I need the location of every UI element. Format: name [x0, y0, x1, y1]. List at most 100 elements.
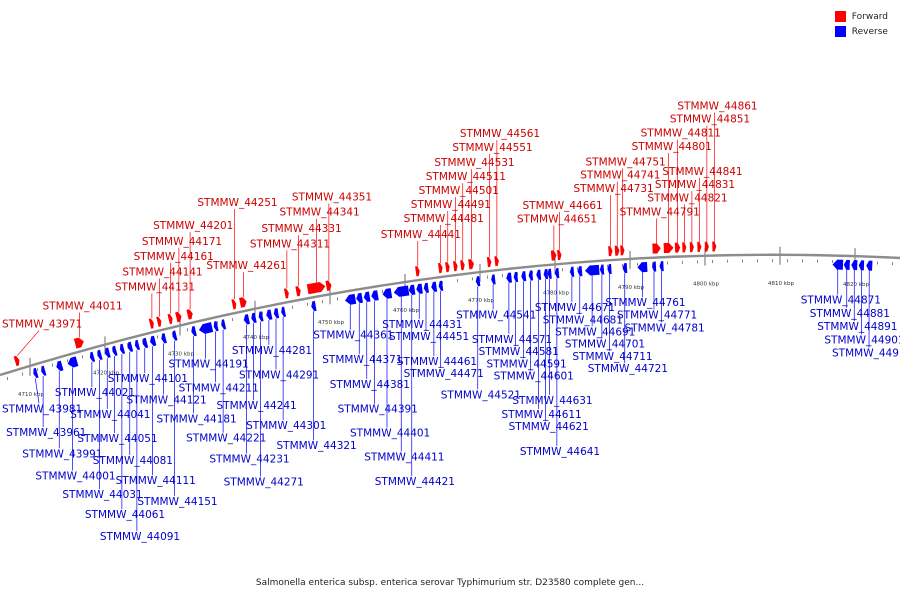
reverse-gene-arrow: [172, 330, 178, 341]
forward-gene-label: STMMW_44731: [574, 183, 654, 195]
reverse-gene-arrow: [622, 263, 628, 274]
reverse-gene-label: STMMW_44701: [565, 339, 645, 351]
reverse-gene-label: STMMW_43961: [6, 427, 86, 439]
reverse-gene-arrow: [832, 259, 844, 270]
reverse-gene-label: STMMW_44081: [93, 455, 173, 467]
axis-tick-label: 4820 kbp: [843, 282, 869, 288]
axis-tick-label: 4740 kbp: [243, 335, 269, 341]
forward-gene-arrow: [437, 263, 443, 274]
reverse-gene-arrow: [543, 268, 549, 280]
forward-gene-arrow: [231, 299, 237, 310]
reverse-gene-label: STMMW_44041: [70, 409, 150, 421]
forward-gene-label: STMMW_44791: [620, 206, 700, 218]
reverse-gene-label: STMMW_44691: [555, 326, 635, 338]
forward-gene-arrow: [175, 311, 182, 323]
genome-backbone: [0, 253, 900, 377]
reverse-gene-label: STMMW_44361: [313, 330, 393, 342]
legend-reverse-label: Reverse: [851, 26, 888, 37]
reverse-gene-arrow: [438, 280, 444, 291]
forward-gene-label: STMMW_44491: [411, 199, 491, 211]
reverse-gene-arrow: [843, 259, 850, 270]
reverse-gene-arrow: [513, 271, 519, 283]
forward-gene-arrow: [682, 242, 687, 253]
reverse-gene-label: STMMW_44771: [617, 310, 697, 322]
reverse-gene-label: STMMW_44181: [157, 413, 237, 425]
reverse-gene-arrow: [134, 339, 141, 351]
forward-gene-label: STMMW_44141: [122, 267, 202, 279]
reverse-gene-arrow: [599, 264, 605, 275]
axis-tick-label: 4760 kbp: [393, 308, 419, 314]
reverse-gene-arrow: [536, 269, 542, 280]
reverse-gene-arrow: [266, 309, 273, 320]
reverse-gene-label: STMMW_44621: [509, 421, 589, 433]
reverse-gene-label: STMMW_44381: [330, 379, 410, 391]
reverse-gene-arrow: [89, 351, 96, 362]
label-connector-layer: [16, 112, 870, 532]
forward-gene-arrow: [453, 261, 458, 272]
reverse-gene-label: STMMW_44421: [375, 476, 455, 488]
reverse-gene-label: STMMW_44271: [224, 477, 304, 489]
reverse-gene-label: STMMW_44671: [535, 302, 615, 314]
reverse-gene-label: STMMW_44611: [502, 409, 582, 421]
reverse-gene-arrow: [67, 356, 79, 368]
reverse-gene-arrow: [221, 319, 227, 330]
reverse-gene-arrow: [191, 325, 197, 337]
reverse-gene-label: STMMW_44371: [322, 354, 402, 366]
reverse-gene-label: STMMW_44091: [100, 531, 180, 543]
axis-tick-label: 4790 kbp: [618, 285, 644, 291]
reverse-gene-label: STMMW_44001: [35, 471, 115, 483]
forward-gene-arrow: [486, 256, 492, 268]
forward-gene-arrow: [295, 286, 301, 297]
forward-gene-arrow: [186, 309, 193, 320]
reverse-gene-arrow: [408, 284, 416, 296]
gene-layer: [13, 241, 873, 379]
legend-reverse: Reverse: [834, 24, 888, 39]
reverse-gene-label: STMMW_44631: [512, 395, 592, 407]
forward-gene-label: STMMW_44511: [426, 171, 506, 183]
reverse-gene-arrow: [105, 347, 111, 358]
forward-gene-label: STMMW_44011: [43, 301, 123, 313]
forward-gene-arrow: [239, 297, 247, 308]
reverse-gene-arrow: [371, 290, 379, 301]
forward-gene-label: STMMW_44311: [250, 238, 330, 250]
forward-gene-arrow: [13, 355, 20, 367]
reverse-gene-arrow: [585, 264, 600, 276]
reverse-gene-label: STMMW_44591: [487, 358, 567, 370]
forward-gene-arrow: [445, 262, 450, 273]
forward-gene-label: STMMW_44481: [404, 213, 484, 225]
reverse-gene-arrow: [258, 311, 264, 322]
reverse-gene-arrow: [363, 291, 371, 302]
reverse-gene-arrow: [866, 260, 873, 271]
forward-gene-label: STMMW_44841: [662, 166, 742, 178]
forward-gene-label: STMMW_44501: [419, 185, 499, 197]
reverse-gene-label: STMMW_44291: [239, 369, 319, 381]
forward-gene-arrow: [620, 245, 625, 256]
forward-gene-label: STMMW_44741: [580, 170, 660, 182]
reverse-gene-label: STMMW_44881: [810, 308, 890, 320]
reverse-gene-label: STMMW_44901: [824, 334, 900, 346]
forward-gene-arrow: [550, 250, 557, 261]
reverse-gene-arrow: [528, 270, 534, 281]
diagram-caption: Salmonella enterica subsp. enterica sero…: [255, 578, 645, 588]
reverse-gene-arrow: [416, 283, 423, 294]
forward-swatch: [834, 11, 846, 22]
forward-gene-arrow: [415, 266, 420, 277]
reverse-gene-arrow: [142, 337, 149, 349]
reverse-gene-label: STMMW_44231: [209, 454, 289, 466]
forward-gene-label: STMMW_44651: [517, 213, 597, 225]
forward-gene-arrow: [704, 241, 709, 252]
forward-gene-label: STMMW_44341: [280, 207, 360, 219]
forward-gene-arrow: [325, 280, 332, 291]
reverse-gene-arrow: [858, 260, 865, 271]
forward-gene-label: STMMW_44161: [134, 251, 214, 263]
reverse-gene-arrow: [423, 282, 429, 293]
reverse-gene-label: STMMW_44191: [169, 359, 249, 371]
reverse-gene-label: STMMW_44401: [350, 428, 430, 440]
reverse-gene-arrow: [213, 320, 219, 332]
reverse-gene-arrow: [491, 274, 496, 285]
reverse-gene-arrow: [243, 314, 250, 325]
reverse-gene-arrow: [356, 292, 364, 304]
forward-gene-arrow: [663, 242, 674, 254]
forward-gene-label: STMMW_44251: [197, 197, 277, 209]
